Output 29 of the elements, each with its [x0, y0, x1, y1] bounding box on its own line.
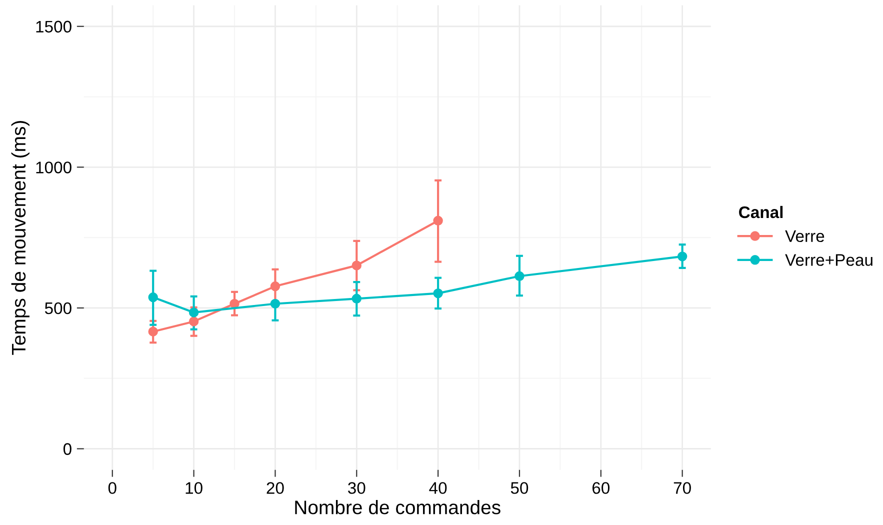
legend-label: Verre [785, 230, 824, 242]
y-tick-label: 0 [63, 443, 72, 455]
x-tick-label: 70 [674, 482, 691, 494]
y-tick-label: 1000 [36, 162, 72, 174]
point [148, 326, 158, 336]
x-tick-label: 50 [510, 482, 528, 494]
x-tick-label: 20 [266, 482, 284, 494]
point [230, 298, 240, 309]
point [270, 298, 280, 309]
x-tick-label: 0 [108, 482, 116, 494]
point [148, 292, 158, 302]
x-axis-title: Nombre de commandes [295, 500, 500, 514]
point [352, 260, 362, 270]
point [433, 288, 443, 298]
y-tick-label: 500 [44, 302, 72, 314]
x-tick-label: 60 [592, 482, 610, 494]
point [270, 281, 280, 292]
point [514, 271, 524, 281]
x-tick-label: 40 [429, 482, 447, 494]
y-axis-title: Temps de mouvement (ms) [11, 120, 30, 355]
point [433, 216, 443, 226]
y-tick-label: 1500 [36, 20, 72, 33]
x-tick-label: 10 [186, 482, 202, 494]
point [352, 294, 362, 304]
legend-title: Canal [739, 206, 783, 218]
legend-label: Verre+Peau [785, 254, 872, 266]
x-tick-label: 30 [348, 482, 366, 494]
point [188, 316, 199, 326]
point [677, 252, 688, 262]
